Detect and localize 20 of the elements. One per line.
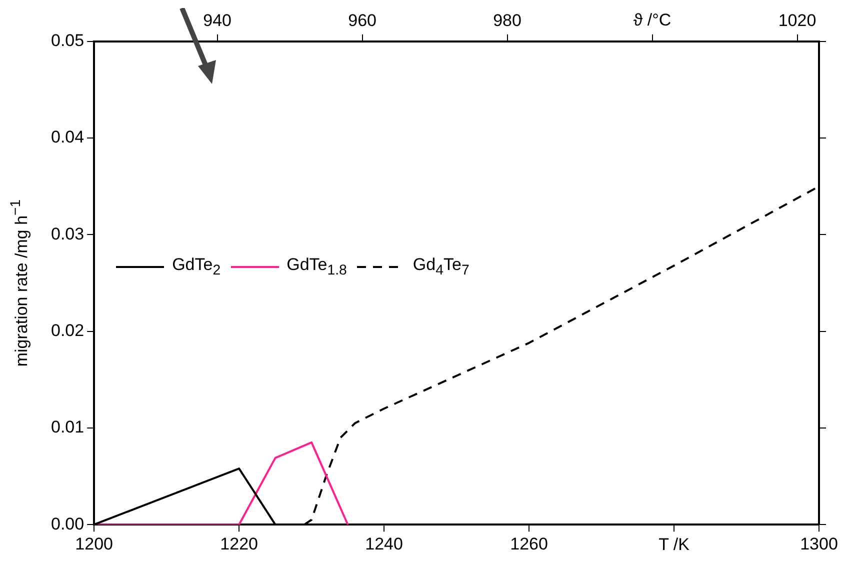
x2-tick-label: 960 [348,10,376,30]
x-tick-label: 1220 [220,534,258,554]
y-tick-label: 0.04 [50,128,84,147]
x-tick-label: 1200 [75,534,113,554]
y-tick-label: 0.05 [50,31,84,50]
legend-label: GdTe$_{1.8}$ [286,255,347,278]
y-tick-label: 0.00 [50,514,84,534]
x2-axis-title: ϑ /°C [633,10,672,30]
legend-label: Gd$_{4}$Te$_{7}$ [412,255,470,278]
x2-tick-label: 980 [493,10,522,30]
x-axis-title: T /K [658,534,690,554]
x2-tick-label: 940 [203,10,232,30]
y-tick-label: 0.01 [50,418,84,437]
legend-label: GdTe$_{2}$ [172,255,221,278]
x-tick-label: 1260 [510,534,548,554]
x-tick-label: 1300 [800,534,838,554]
x-tick-label: 1240 [365,534,403,554]
y-tick-label: 0.02 [50,321,84,340]
x2-tick-label: 1020 [778,10,816,30]
y-tick-label: 0.03 [50,224,84,244]
